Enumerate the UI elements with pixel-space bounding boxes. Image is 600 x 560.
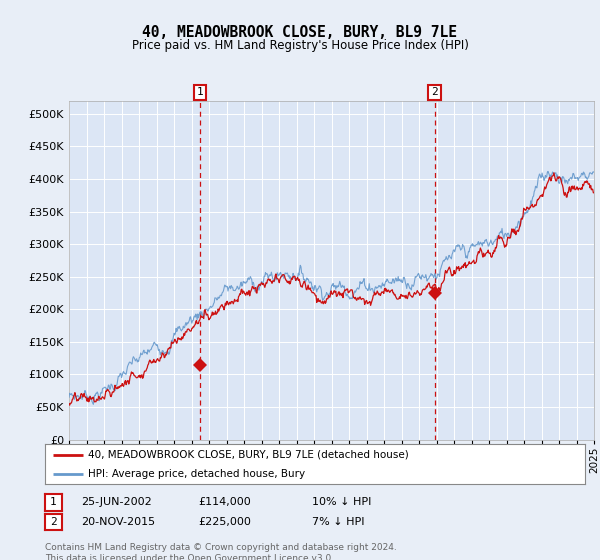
Text: £225,000: £225,000 (198, 517, 251, 527)
Text: 2: 2 (50, 517, 57, 527)
Text: 2: 2 (431, 87, 438, 97)
Text: 40, MEADOWBROOK CLOSE, BURY, BL9 7LE (detached house): 40, MEADOWBROOK CLOSE, BURY, BL9 7LE (de… (88, 450, 409, 460)
Text: Price paid vs. HM Land Registry's House Price Index (HPI): Price paid vs. HM Land Registry's House … (131, 39, 469, 52)
Text: 10% ↓ HPI: 10% ↓ HPI (312, 497, 371, 507)
Text: 40, MEADOWBROOK CLOSE, BURY, BL9 7LE: 40, MEADOWBROOK CLOSE, BURY, BL9 7LE (143, 25, 458, 40)
Text: HPI: Average price, detached house, Bury: HPI: Average price, detached house, Bury (88, 469, 305, 478)
Text: 20-NOV-2015: 20-NOV-2015 (81, 517, 155, 527)
Text: 1: 1 (50, 497, 57, 507)
Text: £114,000: £114,000 (198, 497, 251, 507)
Text: Contains HM Land Registry data © Crown copyright and database right 2024.
This d: Contains HM Land Registry data © Crown c… (45, 543, 397, 560)
Text: 7% ↓ HPI: 7% ↓ HPI (312, 517, 365, 527)
Text: 25-JUN-2002: 25-JUN-2002 (81, 497, 152, 507)
Text: 1: 1 (197, 87, 203, 97)
